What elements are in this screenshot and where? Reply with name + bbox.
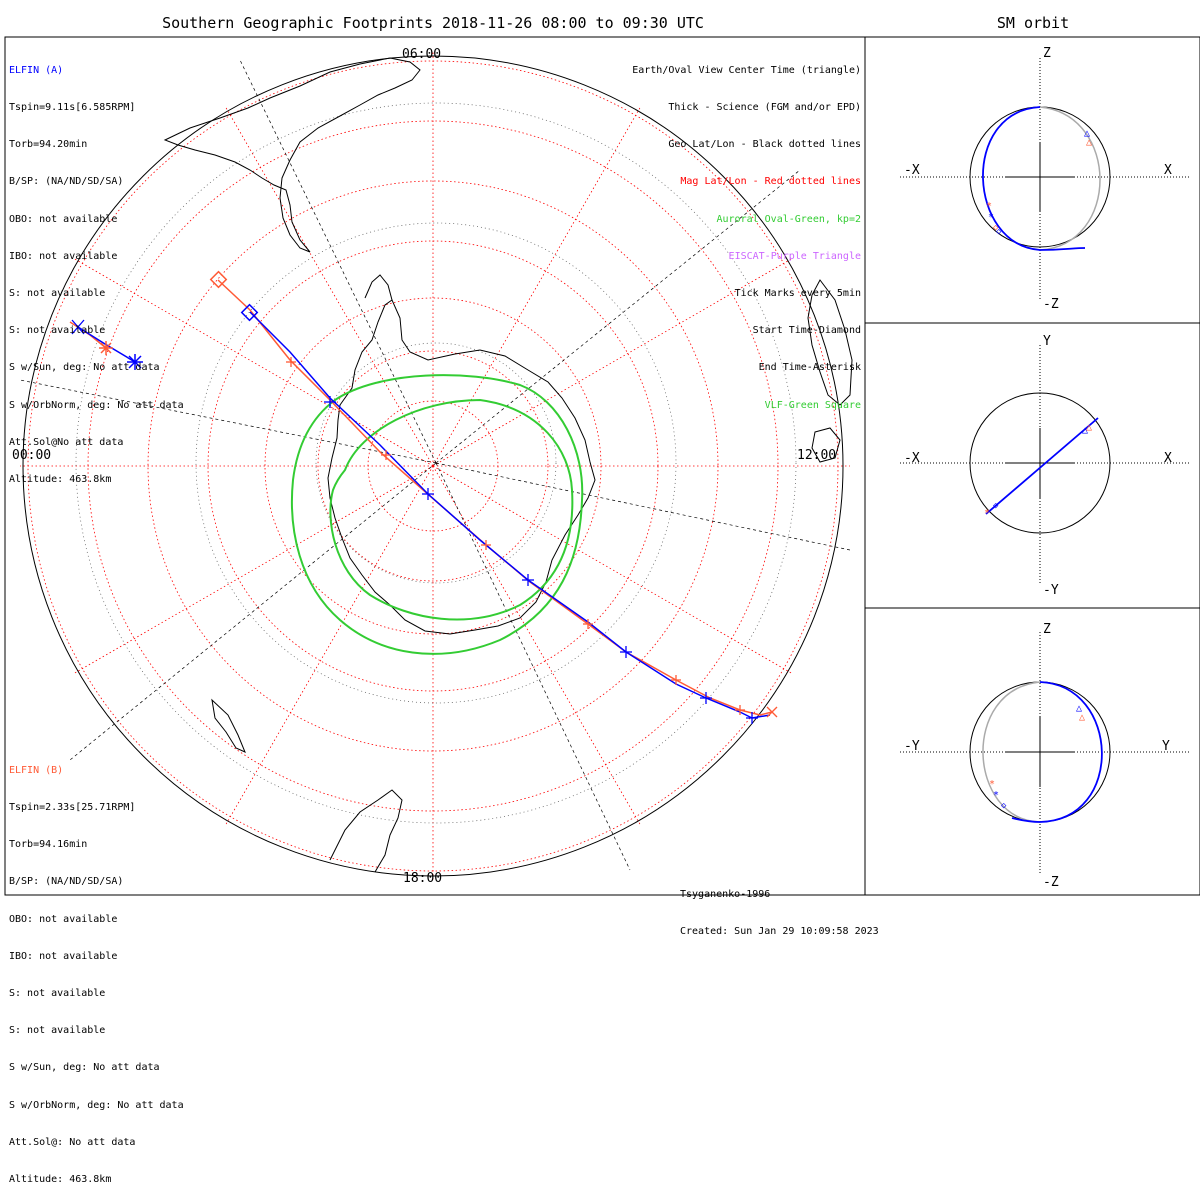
elfin-a-line: S: not available bbox=[9, 325, 106, 337]
sm-xy-right-label: X bbox=[1164, 451, 1172, 466]
elfin-b-line: B/SP: (NA/ND/SD/SA) bbox=[9, 876, 124, 888]
elfin-a-line: S w/Sun, deg: No att data bbox=[9, 362, 160, 374]
elfin-a-name: ELFIN (A) bbox=[9, 64, 64, 76]
elfin-b-line: IBO: not available bbox=[9, 950, 118, 962]
elfin-a-line: Altitude: 463.8km bbox=[9, 474, 112, 486]
elfin-a-start-diamond bbox=[240, 303, 259, 322]
svg-text:△: △ bbox=[1086, 422, 1092, 433]
elfin-a-line: S w/OrbNorm, deg: No att data bbox=[9, 399, 184, 411]
elfin-a-line: B/SP: (NA/ND/SD/SA) bbox=[9, 176, 124, 188]
elfin-b-info: ELFIN (B) Tspin=2.33s[25.71RPM] Torb=94.… bbox=[9, 740, 184, 1199]
elfin-b-line: Att.Sol@: No att data bbox=[9, 1136, 136, 1148]
south-america-coastline bbox=[163, 57, 421, 253]
elfin-a-trace-left bbox=[77, 326, 136, 363]
elfin-b-line: S: not available bbox=[9, 1025, 106, 1037]
elfin-b-name: ELFIN (B) bbox=[9, 764, 64, 776]
sm-xz-left-label: -X bbox=[904, 163, 920, 178]
sm-xy-bottom-label: -Y bbox=[1043, 583, 1059, 598]
svg-text:*: * bbox=[989, 779, 995, 790]
legend-item: Start Time-Diamond bbox=[752, 325, 861, 337]
svg-text:◇: ◇ bbox=[993, 501, 999, 511]
svg-text:*: * bbox=[993, 790, 999, 801]
svg-text:◇: ◇ bbox=[996, 227, 1002, 237]
elfin-b-line: Torb=94.16min bbox=[9, 839, 88, 851]
auroral-oval-outer bbox=[290, 374, 584, 655]
sm-yz-top-label: Z bbox=[1043, 622, 1051, 637]
svg-text:△: △ bbox=[1084, 128, 1090, 139]
svg-text:*: * bbox=[984, 508, 990, 519]
sm-xz-bottom-label: -Z bbox=[1043, 297, 1059, 312]
elfin-a-line: Att.Sol@No att data bbox=[9, 436, 124, 448]
sm-panel-yz: △ △ * * ◇ -Y Y Z -Z bbox=[900, 622, 1190, 890]
svg-text:◇: ◇ bbox=[993, 223, 999, 233]
sm-xz-top-label: Z bbox=[1043, 46, 1051, 61]
svg-text:△: △ bbox=[1076, 703, 1082, 714]
australia-coastline bbox=[807, 279, 853, 406]
elfin-a-line: IBO: not available bbox=[9, 250, 118, 262]
legend-item: EISCAT-Purple Triangle bbox=[728, 250, 861, 262]
geo-latitude-circles bbox=[75, 102, 797, 824]
elfin-b-line: S: not available bbox=[9, 988, 106, 1000]
elfin-a-tick-marks bbox=[71, 319, 758, 724]
main-title: Southern Geographic Footprints 2018-11-2… bbox=[162, 14, 704, 32]
legend-item: Earth/Oval View Center Time (triangle) bbox=[632, 64, 861, 76]
earth-boundary bbox=[22, 55, 844, 877]
lt-label-bottom: 18:00 bbox=[403, 871, 442, 886]
elfin-b-start-diamond bbox=[209, 270, 228, 289]
elfin-b-line: Altitude: 463.8km bbox=[9, 1174, 112, 1186]
svg-text:◇: ◇ bbox=[1001, 801, 1007, 811]
legend-item: Thick - Science (FGM and/or EPD) bbox=[668, 102, 861, 114]
antarctica-coastline bbox=[327, 299, 596, 635]
lt-label-right: 12:00 bbox=[797, 448, 836, 463]
legend-item: VLF-Green Square bbox=[764, 399, 861, 411]
legend-item: Geo Lat/Lon - Black dotted lines bbox=[668, 139, 861, 151]
antarctic-peninsula bbox=[364, 274, 393, 301]
sm-panel-xy: △ △ * ◇ -X X Y -Y bbox=[900, 334, 1190, 598]
svg-text:△: △ bbox=[1082, 425, 1088, 436]
svg-text:*: * bbox=[986, 201, 992, 212]
elfin-a-info: ELFIN (A) Tspin=9.11s[6.585RPM] Torb=94.… bbox=[9, 40, 184, 499]
elfin-b-end-asterisk bbox=[99, 341, 113, 355]
sm-panel-xz: △ △ * * ◇ ◇ -X X Z -Z bbox=[900, 46, 1190, 312]
africa-coastline bbox=[329, 789, 403, 873]
legend-item: Tick Marks every 5min bbox=[734, 288, 861, 300]
elfin-b-line: Tspin=2.33s[25.71RPM] bbox=[9, 802, 136, 814]
new-zealand-coastline bbox=[211, 698, 246, 753]
elfin-b-tick-marks bbox=[286, 357, 778, 718]
elfin-a-trace-main bbox=[249, 311, 771, 719]
legend-item: Auroral Oval-Green, kp=2 bbox=[716, 213, 862, 225]
auroral-oval-inner bbox=[329, 398, 574, 621]
tasmania-coastline bbox=[811, 427, 841, 463]
model-credit: Tsyganenko-1996 bbox=[680, 888, 771, 900]
sm-xz-right-label: X bbox=[1164, 163, 1172, 178]
footprint-map: 06:00 00:00 12:00 18:00 △ △ * * ◇ ◇ -X X… bbox=[4, 36, 1200, 896]
elfin-a-end-asterisk bbox=[127, 354, 143, 370]
elfin-a-line: OBO: not available bbox=[9, 213, 118, 225]
legend-item: End Time-Asterisk bbox=[758, 362, 861, 374]
sm-frame bbox=[864, 36, 1200, 896]
elfin-b-line: OBO: not available bbox=[9, 913, 118, 925]
sm-yz-left-label: -Y bbox=[904, 739, 920, 754]
lt-label-left: 00:00 bbox=[12, 448, 51, 463]
legend-item: Mag Lat/Lon - Red dotted lines bbox=[680, 176, 861, 188]
svg-text:△: △ bbox=[1086, 137, 1092, 148]
mag-meridians bbox=[20, 50, 850, 880]
sm-yz-right-label: Y bbox=[1162, 739, 1170, 754]
sm-yz-bottom-label: -Z bbox=[1043, 875, 1059, 890]
svg-text:*: * bbox=[988, 212, 994, 223]
geo-meridians bbox=[19, 59, 851, 871]
sm-orbit-title: SM orbit bbox=[996, 14, 1070, 32]
elfin-a-line: Torb=94.20min bbox=[9, 139, 88, 151]
created-timestamp: Created: Sun Jan 29 10:09:58 2023 bbox=[680, 926, 879, 938]
legend: Earth/Oval View Center Time (triangle) T… bbox=[632, 40, 861, 424]
elfin-b-line: S w/OrbNorm, deg: No att data bbox=[9, 1099, 184, 1111]
sm-xy-left-label: -X bbox=[904, 451, 920, 466]
svg-text:△: △ bbox=[1079, 712, 1085, 723]
lt-label-top: 06:00 bbox=[402, 47, 441, 62]
elfin-a-line: Tspin=9.11s[6.585RPM] bbox=[9, 102, 136, 114]
sm-xy-top-label: Y bbox=[1043, 334, 1051, 349]
credits: Tsyganenko-1996 Created: Sun Jan 29 10:0… bbox=[680, 864, 879, 951]
elfin-a-line: S: not available bbox=[9, 288, 106, 300]
elfin-b-line: S w/Sun, deg: No att data bbox=[9, 1062, 160, 1074]
